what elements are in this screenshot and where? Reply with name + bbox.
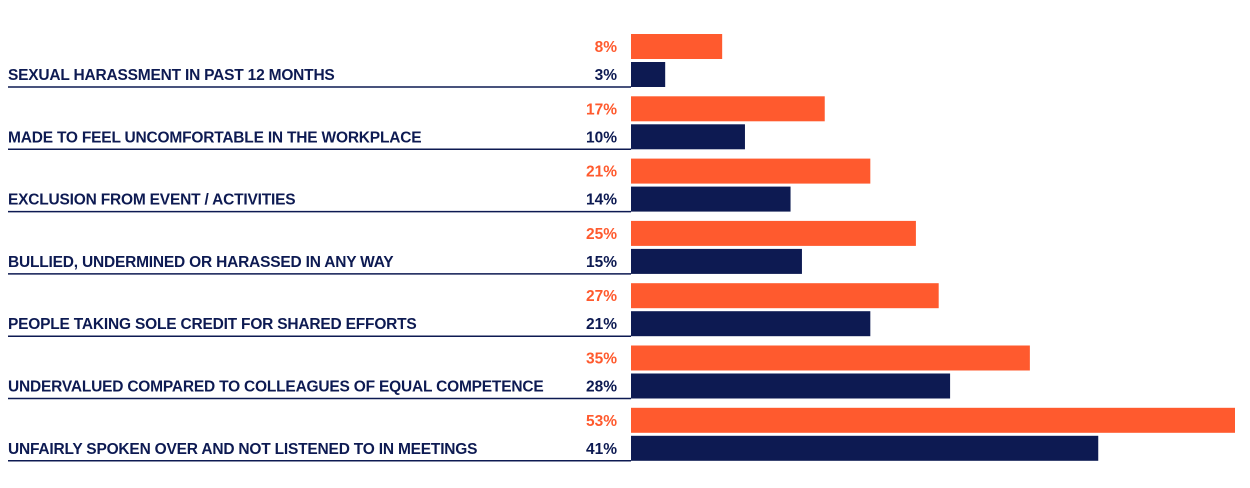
category-label-2: MADE TO FEEL UNCOMFORTABLE IN THE WORKPL… — [8, 129, 421, 146]
category-label-5: PEOPLE TAKING SOLE CREDIT FOR SHARED EFF… — [8, 316, 417, 333]
bar-series1-2 — [631, 96, 825, 122]
category-label-1: SEXUAL HARASSMENT IN PAST 12 MONTHS — [8, 67, 335, 84]
bar-series1-5 — [631, 283, 939, 309]
value-label-series1-2: 17% — [586, 101, 617, 118]
bar-series1-7 — [631, 407, 1235, 433]
value-label-series1-1: 8% — [595, 39, 618, 56]
bar-series1-3 — [631, 158, 871, 184]
bar-series1-4 — [631, 220, 916, 246]
value-label-series1-5: 27% — [586, 288, 617, 305]
category-label-3: EXCLUSION FROM EVENT / ACTIVITIES — [8, 192, 295, 209]
category-label-4: BULLIED, UNDERMINED OR HARASSED IN ANY W… — [8, 254, 394, 271]
bar-series2-3 — [631, 186, 791, 212]
value-label-series2-5: 21% — [586, 316, 617, 333]
bar-series2-4 — [631, 248, 802, 274]
value-label-series1-4: 25% — [586, 226, 617, 243]
value-label-series1-3: 21% — [586, 164, 617, 181]
value-label-series2-3: 14% — [586, 192, 617, 209]
value-label-series1-6: 35% — [586, 351, 617, 368]
bar-series2-7 — [631, 435, 1099, 461]
value-label-series2-6: 28% — [586, 379, 617, 396]
bar-series2-2 — [631, 124, 745, 150]
category-label-6: UNDERVALUED COMPARED TO COLLEAGUES OF EQ… — [8, 379, 543, 396]
value-label-series2-2: 10% — [586, 129, 617, 146]
category-label-7: UNFAIRLY SPOKEN OVER AND NOT LISTENED TO… — [8, 441, 477, 458]
bar-series2-6 — [631, 373, 951, 399]
bar-series2-5 — [631, 311, 871, 337]
value-label-series2-7: 41% — [586, 441, 617, 458]
bar-series1-6 — [631, 345, 1030, 371]
value-label-series2-1: 3% — [595, 67, 618, 84]
bar-series1-1 — [631, 34, 723, 59]
value-label-series1-7: 53% — [586, 413, 617, 430]
value-label-series2-4: 15% — [586, 254, 617, 271]
bar-series2-1 — [631, 62, 666, 87]
